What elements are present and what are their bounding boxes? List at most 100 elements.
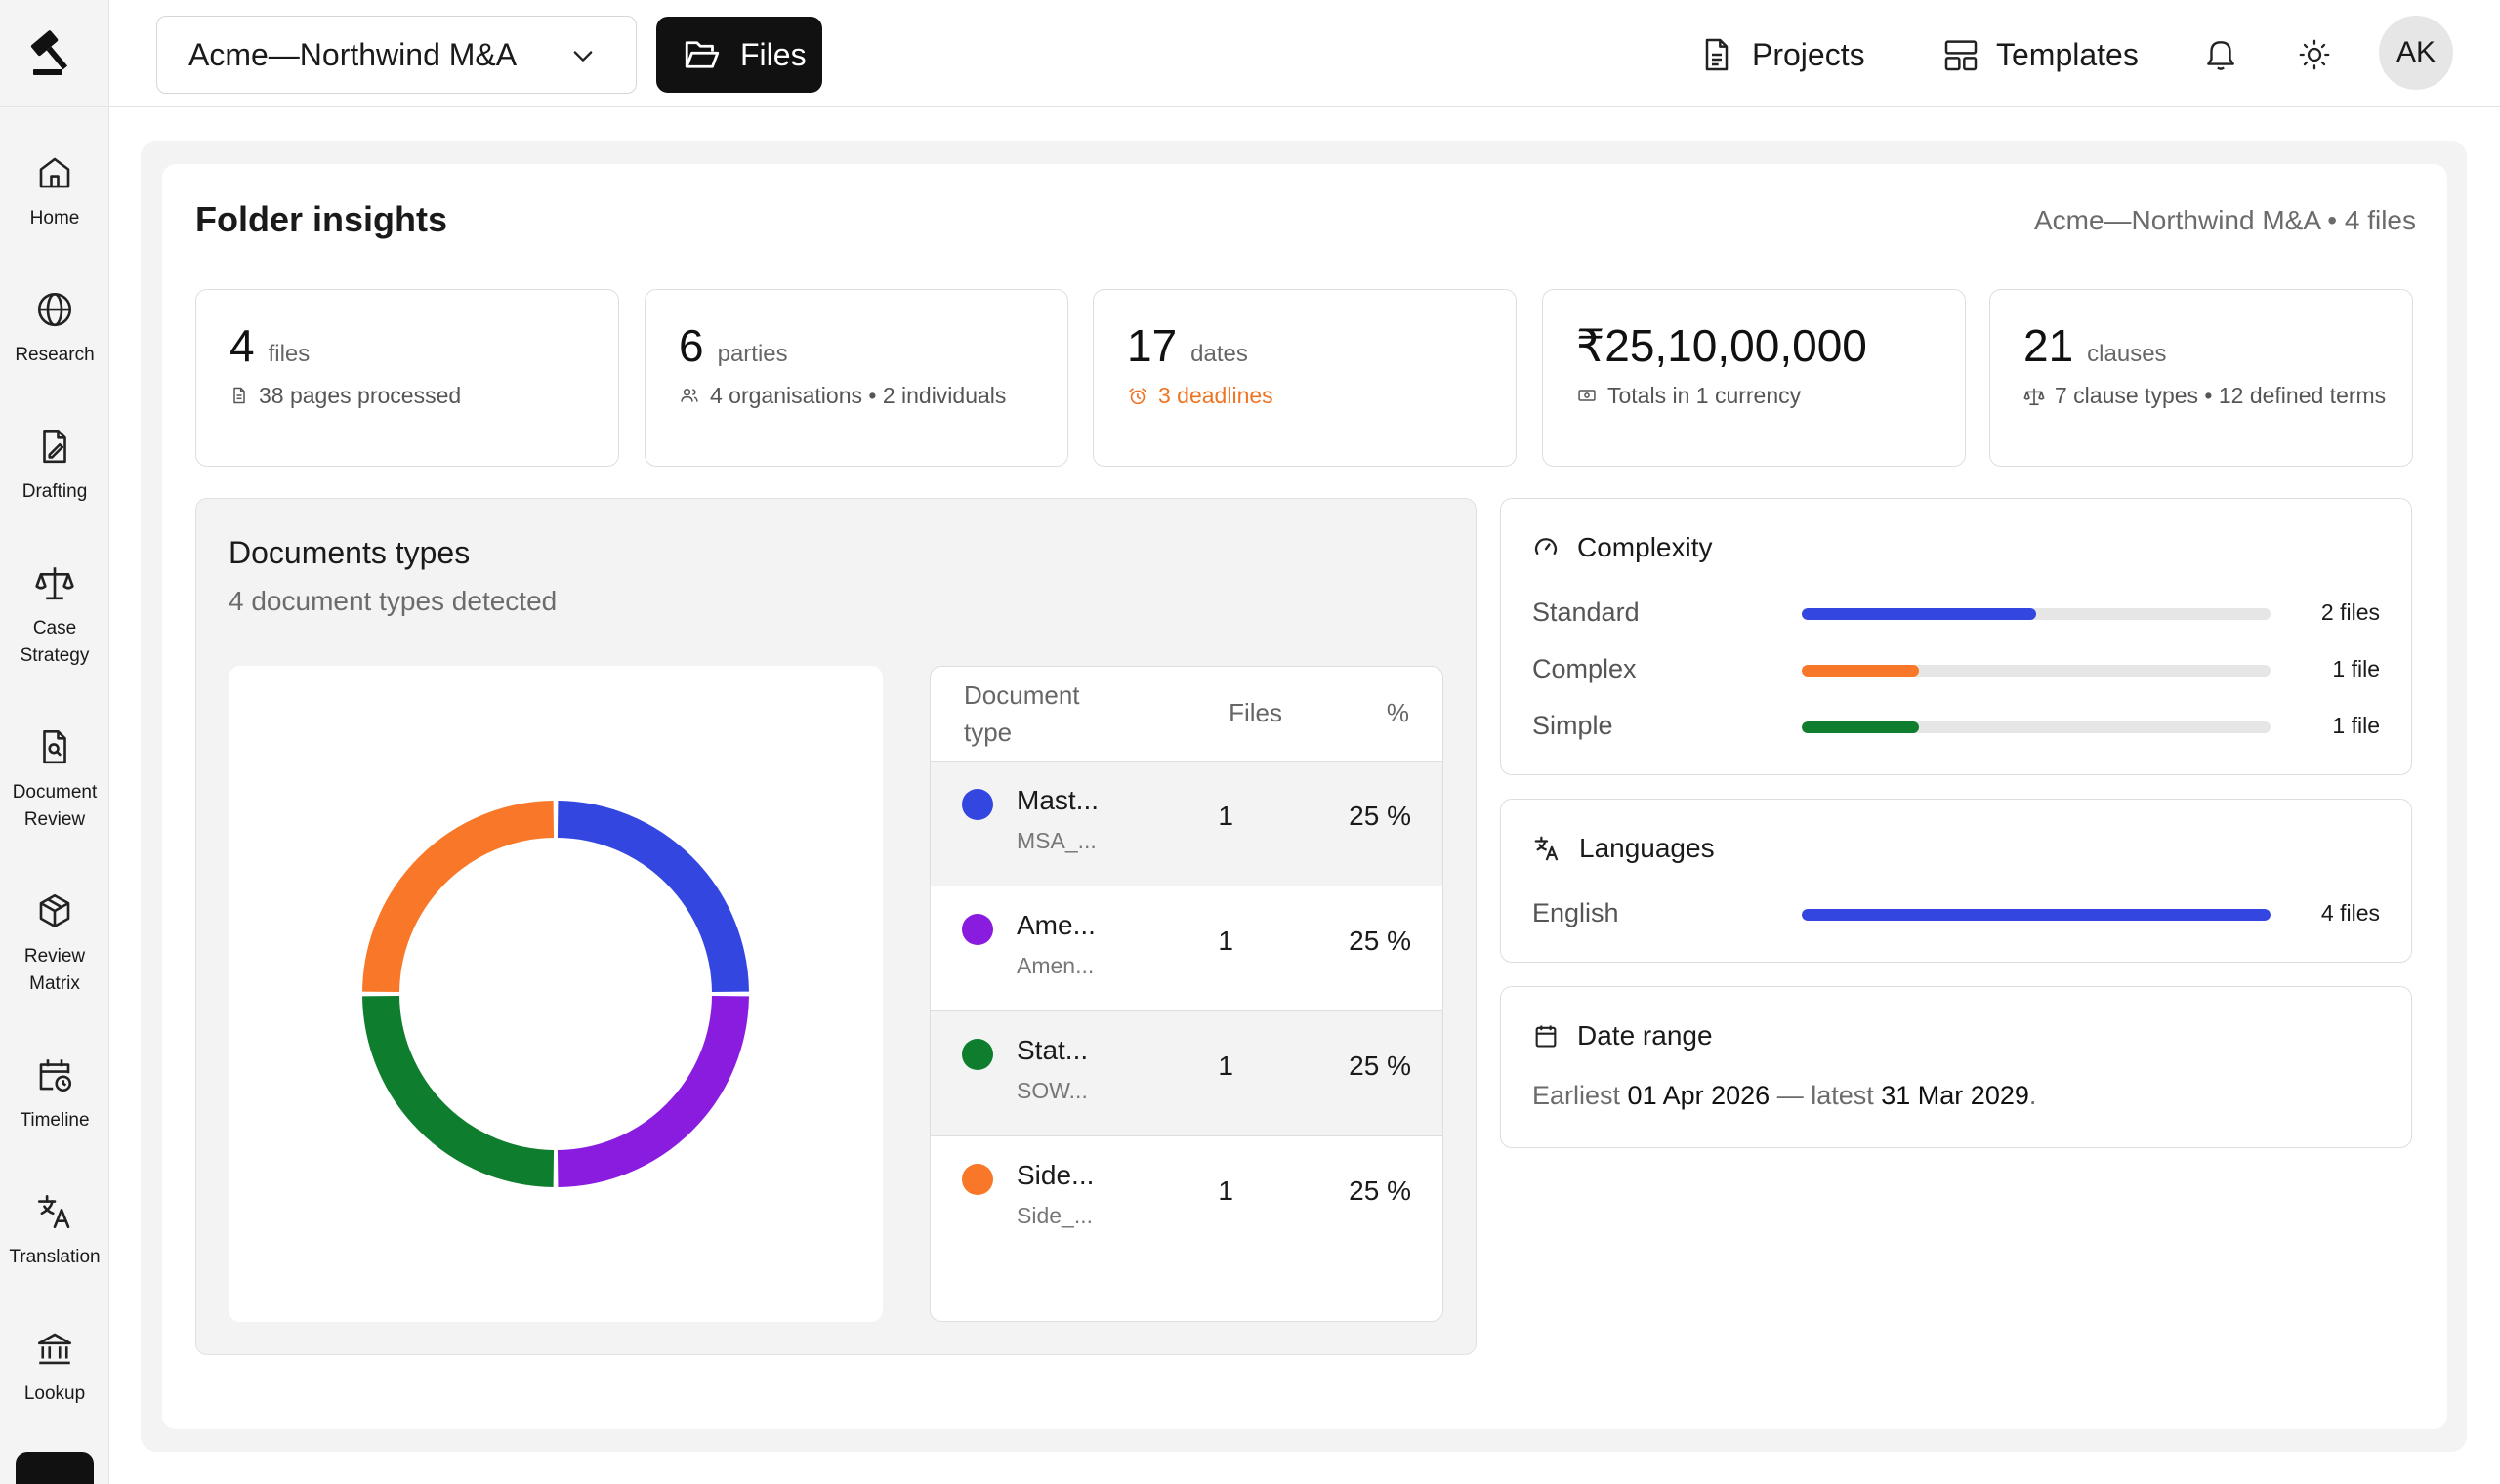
- page-title: Folder insights: [195, 199, 448, 239]
- bar-value: 2 files: [2320, 599, 2380, 625]
- calendar-icon: [1535, 1025, 1557, 1048]
- stat-value: 6: [679, 320, 704, 371]
- stat-sub: 3 deadlines: [1158, 383, 1273, 408]
- bank-icon: [37, 1333, 72, 1365]
- sidebar-item-document-review[interactable]: Document Review: [0, 726, 109, 834]
- translate-icon: [1534, 836, 1559, 861]
- file-percent: 25 %: [1349, 801, 1411, 831]
- column-header-files: Files: [1229, 698, 1282, 727]
- globe-icon: [37, 292, 72, 327]
- document-types-subtitle: 4 document types detected: [229, 586, 558, 616]
- sidebar-item-label: Research: [15, 345, 95, 365]
- alarm-icon: [1129, 388, 1146, 405]
- sidebar-item-label: Review Matrix: [23, 946, 86, 994]
- latest-label: — latest: [1776, 1081, 1874, 1110]
- document-type-name: Side...: [1017, 1160, 1095, 1190]
- bar-fill: [1802, 665, 1919, 677]
- sidebar-item-label: Drafting: [21, 481, 88, 502]
- file-count: 1: [1218, 1175, 1233, 1206]
- file-percent: 25 %: [1349, 1175, 1411, 1206]
- templates-link[interactable]: Templates: [1941, 29, 2139, 80]
- sidebar-item-research[interactable]: Research: [0, 289, 109, 369]
- bar-value: 4 files: [2320, 900, 2380, 926]
- workspace-selector[interactable]: Acme—Northwind M&A: [156, 16, 637, 94]
- files-button-label: Files: [740, 36, 807, 72]
- stat-unit: parties: [717, 341, 788, 367]
- file-search-icon: [43, 729, 66, 764]
- donut-slice-2[interactable]: [557, 995, 749, 1187]
- sidebar-item-translation[interactable]: Translation: [0, 1191, 109, 1271]
- file-count: 1: [1218, 926, 1233, 956]
- stat-unit: dates: [1190, 341, 1248, 367]
- document-types-title: Documents types: [229, 535, 471, 570]
- file-count: 1: [1218, 1051, 1233, 1081]
- donut-slice-1[interactable]: [557, 801, 749, 993]
- document-types-donut-chart: [362, 801, 749, 1187]
- stat-card-parties: 6 parties 4 organisations • 2 individuals: [645, 289, 1068, 467]
- files-button[interactable]: Files: [656, 17, 822, 93]
- sidebar-item-label: Timeline: [20, 1110, 90, 1131]
- templates-label: Templates: [1996, 36, 2139, 72]
- donut-slice-4[interactable]: [362, 801, 555, 993]
- complexity-row-standard: Standard 2 files: [1532, 593, 2380, 632]
- avatar[interactable]: AK: [2379, 16, 2453, 90]
- languages-panel: Languages English 4 files: [1500, 799, 2412, 963]
- table-row[interactable]: Mast... MSA_... 1 25 %: [931, 761, 1442, 886]
- document-icon: [1705, 38, 1729, 71]
- app-logo[interactable]: [0, 0, 108, 107]
- sidebar-item-lookup[interactable]: Lookup: [0, 1328, 109, 1408]
- table-row[interactable]: Side... Side_... 1 25 %: [931, 1135, 1442, 1321]
- users-icon: [681, 389, 698, 402]
- banknote-icon: [1578, 390, 1596, 401]
- stat-card-totals: ₹25,10,00,000 Totals in 1 currency: [1542, 289, 1966, 467]
- column-header-type: Document type: [964, 680, 1080, 747]
- donut-slice-3[interactable]: [362, 995, 555, 1187]
- document-type-name: Stat...: [1017, 1035, 1089, 1065]
- bar-fill: [1802, 721, 1919, 733]
- projects-link[interactable]: Projects: [1697, 29, 1865, 80]
- sidebar-item-drafting[interactable]: Drafting: [0, 426, 109, 506]
- column-header-percent: %: [1386, 698, 1409, 727]
- table-row[interactable]: Stat... SOW... 1 25 %: [931, 1010, 1442, 1135]
- complexity-row-complex: Complex 1 file: [1532, 649, 2380, 688]
- sun-icon: [2299, 39, 2330, 70]
- home-icon: [39, 157, 70, 188]
- table-row[interactable]: Ame... Amen... 1 25 %: [931, 886, 1442, 1010]
- series-color-dot: [962, 1039, 993, 1070]
- stat-sub: 4 organisations • 2 individuals: [710, 383, 1007, 408]
- sidebar-item-label: Translation: [9, 1247, 101, 1267]
- bar-value: 1 file: [2332, 656, 2380, 681]
- sidebar-item-label: Lookup: [23, 1383, 86, 1404]
- bell-icon: [2207, 41, 2234, 70]
- theme-toggle-button[interactable]: [2293, 33, 2336, 76]
- document-file-name: Side_...: [1017, 1203, 1093, 1228]
- sidebar: Home Research Drafting Case Strategy: [0, 0, 109, 1484]
- sidebar-item-label: Case Strategy: [20, 618, 90, 666]
- document-icon: [233, 387, 245, 404]
- sentence-end: .: [2028, 1081, 2037, 1110]
- notifications-button[interactable]: [2199, 33, 2242, 76]
- latest-date: 31 Mar 2029: [1881, 1081, 2029, 1110]
- folder-open-icon: [685, 41, 720, 68]
- bar-fill: [1802, 608, 2036, 620]
- calendar-clock-icon: [39, 1059, 72, 1092]
- sidebar-item-label: Home: [29, 208, 80, 228]
- stat-card-files: 4 files 38 pages processed: [195, 289, 619, 467]
- bar-label: Standard: [1532, 598, 1640, 627]
- complexity-title: Complexity: [1577, 532, 1713, 562]
- sidebar-bottom-button[interactable]: [16, 1452, 94, 1484]
- sidebar-item-timeline[interactable]: Timeline: [0, 1054, 109, 1134]
- stat-sub: 38 pages processed: [259, 383, 462, 408]
- bar-label: English: [1532, 898, 1619, 928]
- sidebar-item-review-matrix[interactable]: Review Matrix: [0, 890, 109, 998]
- file-percent: 25 %: [1349, 926, 1411, 956]
- deadlines-link[interactable]: 3 deadlines: [1127, 380, 1492, 412]
- stat-card-dates: 17 dates 3 deadlines: [1093, 289, 1517, 467]
- sidebar-item-case-strategy[interactable]: Case Strategy: [0, 562, 109, 670]
- bar-fill: [1802, 909, 2271, 921]
- series-color-dot: [962, 789, 993, 820]
- document-file-name: SOW...: [1017, 1078, 1088, 1103]
- sidebar-item-home[interactable]: Home: [0, 152, 109, 232]
- document-file-name: Amen...: [1017, 953, 1095, 978]
- layout-template-icon: [1944, 40, 1978, 71]
